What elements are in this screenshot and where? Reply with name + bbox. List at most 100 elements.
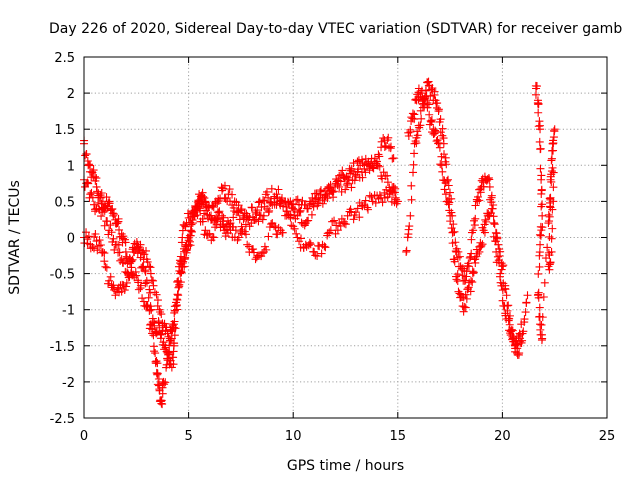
track-5-point — [431, 127, 440, 136]
track-5-point — [460, 302, 469, 311]
track-6-point — [537, 175, 546, 184]
track-3-point — [98, 247, 107, 256]
track-3-point — [182, 219, 191, 228]
track-4-point — [445, 188, 454, 197]
track-5-point — [510, 341, 519, 350]
track-3-point — [170, 306, 179, 315]
track-5-point — [427, 117, 436, 126]
track-5-point — [508, 335, 517, 344]
track-5-point — [424, 100, 433, 109]
track-2-point — [292, 229, 301, 238]
track-2-point — [200, 194, 209, 203]
track-3-point — [106, 272, 115, 281]
track-2-point — [204, 203, 213, 212]
track-5-point — [481, 215, 490, 224]
track-3-point — [120, 286, 129, 295]
track-2-point — [153, 369, 162, 378]
track-2-point — [243, 240, 252, 249]
track-3-point — [195, 204, 204, 213]
track-3-point — [365, 166, 374, 175]
track-2-point — [273, 230, 282, 239]
track-3-point — [174, 276, 183, 285]
track-1-point — [379, 168, 388, 177]
track-3-point — [209, 233, 218, 242]
track-1-point — [383, 171, 392, 180]
y-tick-label: -2 — [62, 376, 75, 391]
y-tick-label: -1 — [62, 304, 75, 319]
track-5-point — [445, 206, 454, 215]
track-6-point — [537, 320, 546, 329]
track-3-point — [160, 319, 169, 328]
track-3-point — [100, 257, 109, 266]
track-2-point — [287, 221, 296, 230]
track-2-point — [343, 211, 352, 220]
track-3-point — [335, 182, 344, 191]
track-2-point — [234, 208, 243, 217]
track-1-point — [225, 185, 234, 194]
track-5-point — [480, 228, 489, 237]
track-1-point — [86, 161, 95, 170]
track-4-point — [409, 160, 418, 169]
track-3-point — [266, 199, 275, 208]
track-3-point — [196, 206, 205, 215]
track-4-point — [455, 252, 464, 261]
track-1-point — [145, 285, 154, 294]
track-2-point — [313, 252, 322, 261]
track-4-point — [407, 181, 416, 190]
track-3-point — [350, 176, 359, 185]
track-4-point — [407, 195, 416, 204]
track-6-point — [536, 240, 545, 249]
track-3-point — [216, 220, 225, 229]
track-2-point — [186, 241, 195, 250]
track-1-point — [89, 166, 98, 175]
y-tick-label: 0.5 — [54, 195, 75, 210]
track-2-point — [378, 198, 387, 207]
track-1-point — [375, 162, 384, 171]
track-4-point — [502, 291, 511, 300]
track-2-point — [139, 297, 148, 306]
track-4-point — [521, 308, 530, 317]
track-3-point — [358, 173, 367, 182]
track-5-point — [444, 200, 453, 209]
track-3-point — [153, 296, 162, 305]
track-3-point — [375, 152, 384, 161]
y-axis-label: SDTVAR / TECUs — [7, 180, 23, 295]
track-6-point — [538, 313, 547, 322]
track-6-point — [536, 144, 545, 153]
track-2-point — [311, 251, 320, 260]
track-3-point — [386, 142, 395, 151]
axis-ticks — [83, 56, 608, 419]
track-5-point — [448, 239, 457, 248]
track-5-point — [471, 258, 480, 267]
track-4-point — [473, 192, 482, 201]
track-5-point — [493, 252, 502, 261]
track-4-point — [409, 168, 418, 177]
track-3-point — [289, 199, 298, 208]
track-1-point — [105, 199, 114, 208]
track-3-point — [290, 211, 299, 220]
track-6-point — [536, 125, 545, 134]
track-1-point — [254, 198, 263, 207]
track-3-point — [122, 282, 131, 291]
track-3-point — [248, 203, 257, 212]
track-2-point — [305, 238, 314, 247]
track-2-point — [98, 204, 107, 213]
track-3-point — [265, 206, 274, 215]
track-1-point — [140, 266, 149, 275]
track-3-point — [323, 184, 332, 193]
track-3-point — [193, 211, 202, 220]
track-2-point — [134, 285, 143, 294]
x-tick-label: 5 — [184, 429, 192, 444]
track-2-point — [98, 208, 107, 217]
track-5-point — [468, 267, 477, 276]
track-4-point — [471, 201, 480, 210]
track-1-point — [109, 210, 118, 219]
track-3-point — [173, 295, 182, 304]
track-3-point — [142, 246, 151, 255]
track-5-point — [408, 109, 417, 118]
track-4-point — [416, 121, 425, 130]
track-4-point — [467, 235, 476, 244]
track-2-point — [278, 228, 287, 237]
plot-frame — [83, 56, 608, 419]
